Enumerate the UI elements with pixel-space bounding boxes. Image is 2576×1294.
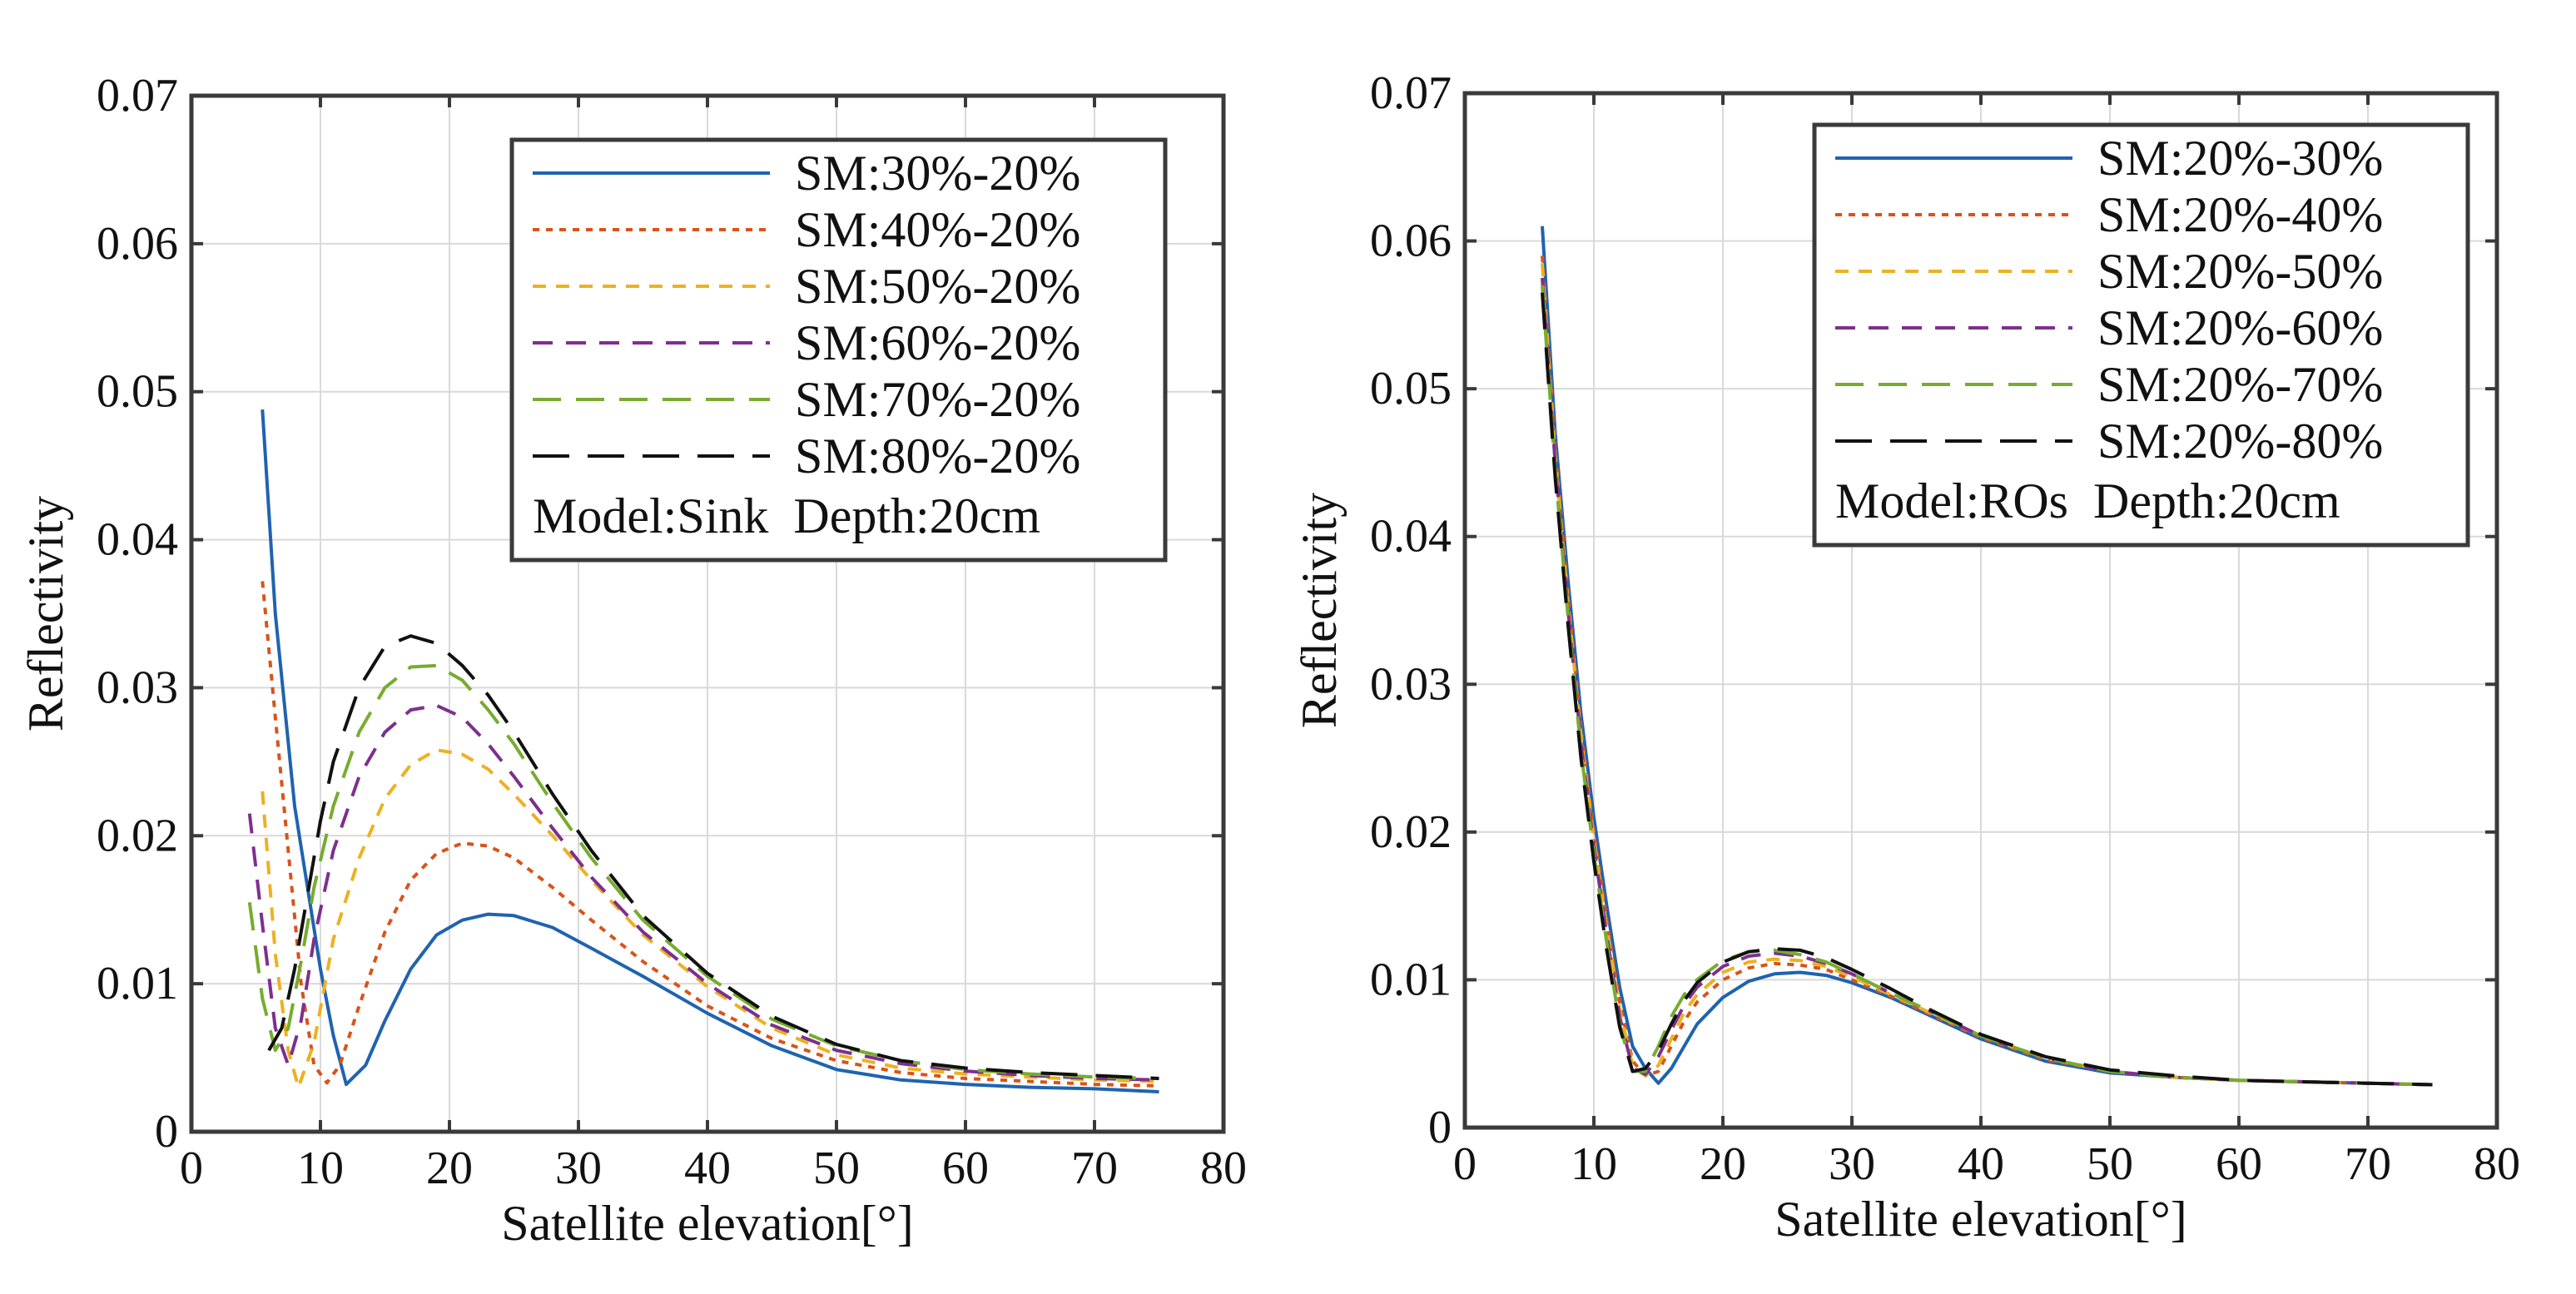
legend: SM:30%-20%SM:40%-20%SM:50%-20%SM:60%-20%… [509, 137, 1168, 563]
series-line-3 [261, 748, 1159, 1089]
legend-label-2: SM:40%-20% [795, 202, 1080, 257]
legend-label-3: SM:20%-50% [2097, 244, 2383, 299]
y-tick-label: 0.02 [1370, 806, 1452, 858]
x-tick-label: 80 [1200, 1143, 1247, 1194]
x-axis-label: Satellite elevation[°] [1774, 1192, 2186, 1247]
x-tick-label: 20 [426, 1143, 473, 1194]
series-line-4 [1541, 277, 2433, 1087]
y-tick-label: 0.04 [1370, 511, 1452, 563]
legend-label-6: SM:20%-80% [2097, 414, 2383, 469]
x-tick-label: 80 [2474, 1138, 2520, 1190]
y-tick-label: 0.07 [97, 70, 178, 121]
series-line-1 [261, 409, 1159, 1093]
x-tick-label: 10 [1571, 1138, 1617, 1190]
y-axis-label: Reflectivity [1292, 493, 1347, 728]
x-tick-label: 30 [555, 1143, 602, 1194]
series-line-4 [247, 703, 1159, 1082]
y-tick-label: 0.05 [1370, 363, 1452, 414]
x-tick-label: 0 [1453, 1138, 1477, 1190]
y-tick-label: 0 [155, 1106, 178, 1158]
x-tick-label: 40 [684, 1143, 731, 1194]
y-tick-label: 0.06 [1370, 216, 1452, 267]
x-tick-label: 50 [2087, 1138, 2133, 1190]
y-tick-label: 0.03 [1370, 658, 1452, 710]
series-line-6 [1541, 292, 2433, 1087]
y-tick-label: 0.06 [97, 218, 178, 270]
x-tick-label: 0 [180, 1143, 203, 1194]
legend-label-4: SM:60%-20% [795, 315, 1080, 370]
x-tick-label: 70 [1071, 1143, 1118, 1194]
x-tick-label: 10 [297, 1143, 344, 1194]
y-tick-label: 0.01 [1370, 954, 1452, 1005]
legend-box [509, 137, 1168, 563]
x-tick-label: 70 [2345, 1138, 2391, 1190]
series-line-2 [261, 581, 1159, 1088]
x-tick-label: 30 [1829, 1138, 1875, 1190]
y-axis-label: Reflectivity [18, 496, 73, 731]
y-tick-label: 0 [1428, 1102, 1452, 1153]
legend-label-3: SM:50%-20% [795, 259, 1080, 314]
legend-label-5: SM:20%-70% [2097, 357, 2383, 412]
legend-note: Model:Sink Depth:20cm [533, 488, 1040, 543]
x-tick-label: 60 [2216, 1138, 2262, 1190]
legend-label-5: SM:70%-20% [795, 372, 1080, 427]
x-tick-label: 40 [1958, 1138, 2004, 1190]
y-tick-label: 0.01 [97, 958, 178, 1009]
chart-ros-model: 0 10 20 30 40 50 60 70 80 0 0.01 0.02 0.03 0.04 0.05 0.… [1292, 67, 2520, 1247]
legend-note: Model:ROs Depth:20cm [1835, 473, 2340, 528]
series-line-6 [267, 634, 1159, 1080]
legend: SM:20%-30%SM:20%-40%SM:20%-50%SM:20%-60%… [1812, 122, 2470, 548]
x-tick-label: 20 [1700, 1138, 1746, 1190]
y-tick-label: 0.04 [97, 514, 178, 566]
legend-label-1: SM:20%-30% [2097, 131, 2383, 186]
x-tick-label: 60 [942, 1143, 989, 1194]
legend-label-4: SM:20%-60% [2097, 300, 2383, 355]
legend-label-6: SM:80%-20% [795, 429, 1080, 483]
y-tick-label: 0.02 [97, 810, 178, 861]
x-axis-label: Satellite elevation[°] [501, 1196, 913, 1251]
legend-label-2: SM:20%-40% [2097, 187, 2383, 242]
chart-sink-model: 0 10 20 30 40 50 60 70 80 0 0.01 0.02 0.03 0.04 0.05 0.… [18, 70, 1247, 1251]
legend-box [1812, 122, 2470, 548]
y-tick-label: 0.05 [97, 366, 178, 418]
y-tick-label: 0.07 [1370, 67, 1452, 119]
y-tick-label: 0.03 [97, 662, 178, 713]
x-tick-label: 50 [813, 1143, 860, 1194]
legend-label-1: SM:30%-20% [795, 146, 1080, 201]
